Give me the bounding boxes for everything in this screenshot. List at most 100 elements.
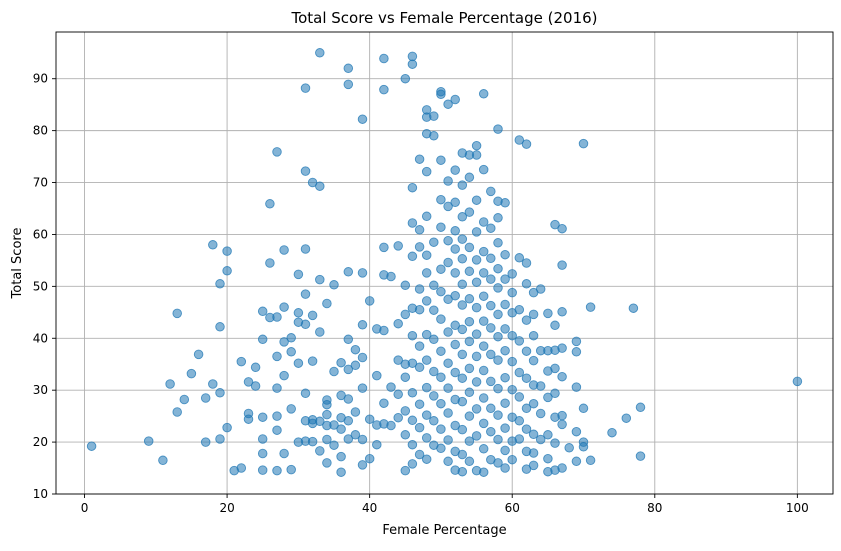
data-point [493,458,503,468]
data-point [315,416,325,427]
y-axis-ticks: 10 20 30 40 50 60 70 80 90 [33,72,56,501]
data-point [315,48,325,58]
data-point [550,388,560,399]
data-point [557,463,567,473]
data-point [372,439,382,450]
data-point [279,245,289,255]
data-point [315,327,325,337]
data-point [414,284,425,294]
data-point [521,315,532,325]
data-point [322,298,332,309]
data-point [486,274,496,284]
data-point [379,398,389,408]
data-point [443,408,453,418]
data-point [307,356,318,366]
data-point [343,416,354,426]
data-point [471,150,482,160]
data-point [222,266,232,276]
data-point [407,459,418,469]
data-point [500,274,510,284]
data-point [272,383,282,393]
data-point [400,465,411,476]
data-point [208,240,218,250]
data-point [450,367,460,378]
data-point [528,398,539,409]
data-point [429,280,439,291]
data-point [578,403,589,414]
data-point [386,382,396,392]
data-point [364,414,375,424]
data-point [329,280,339,290]
data-point [364,296,375,306]
data-point [421,166,432,177]
data-point [357,268,368,278]
data-point [464,266,475,277]
data-point [429,366,439,377]
data-point [571,382,582,392]
data-point [500,249,510,260]
data-point [493,213,503,223]
data-point [521,346,532,356]
data-point [250,362,261,373]
data-point [350,430,361,440]
data-point [478,217,489,227]
data-point [414,154,425,164]
data-point [571,336,582,347]
data-point [514,367,525,378]
data-point [414,422,425,433]
data-point [429,334,439,345]
data-point [429,416,439,426]
data-point [635,402,646,413]
data-point [279,370,289,381]
data-point [464,172,475,183]
data-point [471,227,482,237]
data-point [457,396,468,407]
data-point [514,304,525,315]
data-point [450,94,460,105]
data-point [543,392,553,403]
data-point [457,424,468,435]
data-point [550,438,560,448]
data-point [478,89,489,99]
data-point [457,300,468,310]
data-point [421,296,432,306]
data-point [450,268,460,278]
data-point [407,415,418,426]
data-point [343,267,354,277]
data-point [464,294,475,304]
data-point [243,377,254,387]
data-point [535,381,546,391]
data-point [500,423,510,433]
data-point [272,411,282,421]
data-point [471,140,482,151]
data-point [279,448,289,459]
data-point [457,349,468,360]
x-tick-label: 60 [505,501,520,515]
data-point [443,456,453,467]
data-point [336,467,346,477]
data-point [86,441,97,451]
data-point [436,286,446,297]
data-point [407,51,418,62]
data-point [478,418,489,429]
data-point [493,238,503,248]
data-point [286,333,296,343]
y-tick-label: 70 [33,176,48,190]
data-point [507,454,517,465]
data-point [250,381,261,391]
data-point [528,448,539,458]
data-point [464,363,475,374]
data-point [307,436,318,447]
data-point [357,320,368,330]
x-axis-label: Female Percentage [382,523,506,538]
data-point [257,334,268,345]
data-point [300,83,311,93]
data-point [478,341,489,351]
data-point [379,84,389,95]
data-point [621,413,632,423]
data-point [478,268,489,278]
data-point [557,260,567,270]
data-point [407,251,418,262]
data-point [450,226,460,236]
data-point [336,451,346,462]
